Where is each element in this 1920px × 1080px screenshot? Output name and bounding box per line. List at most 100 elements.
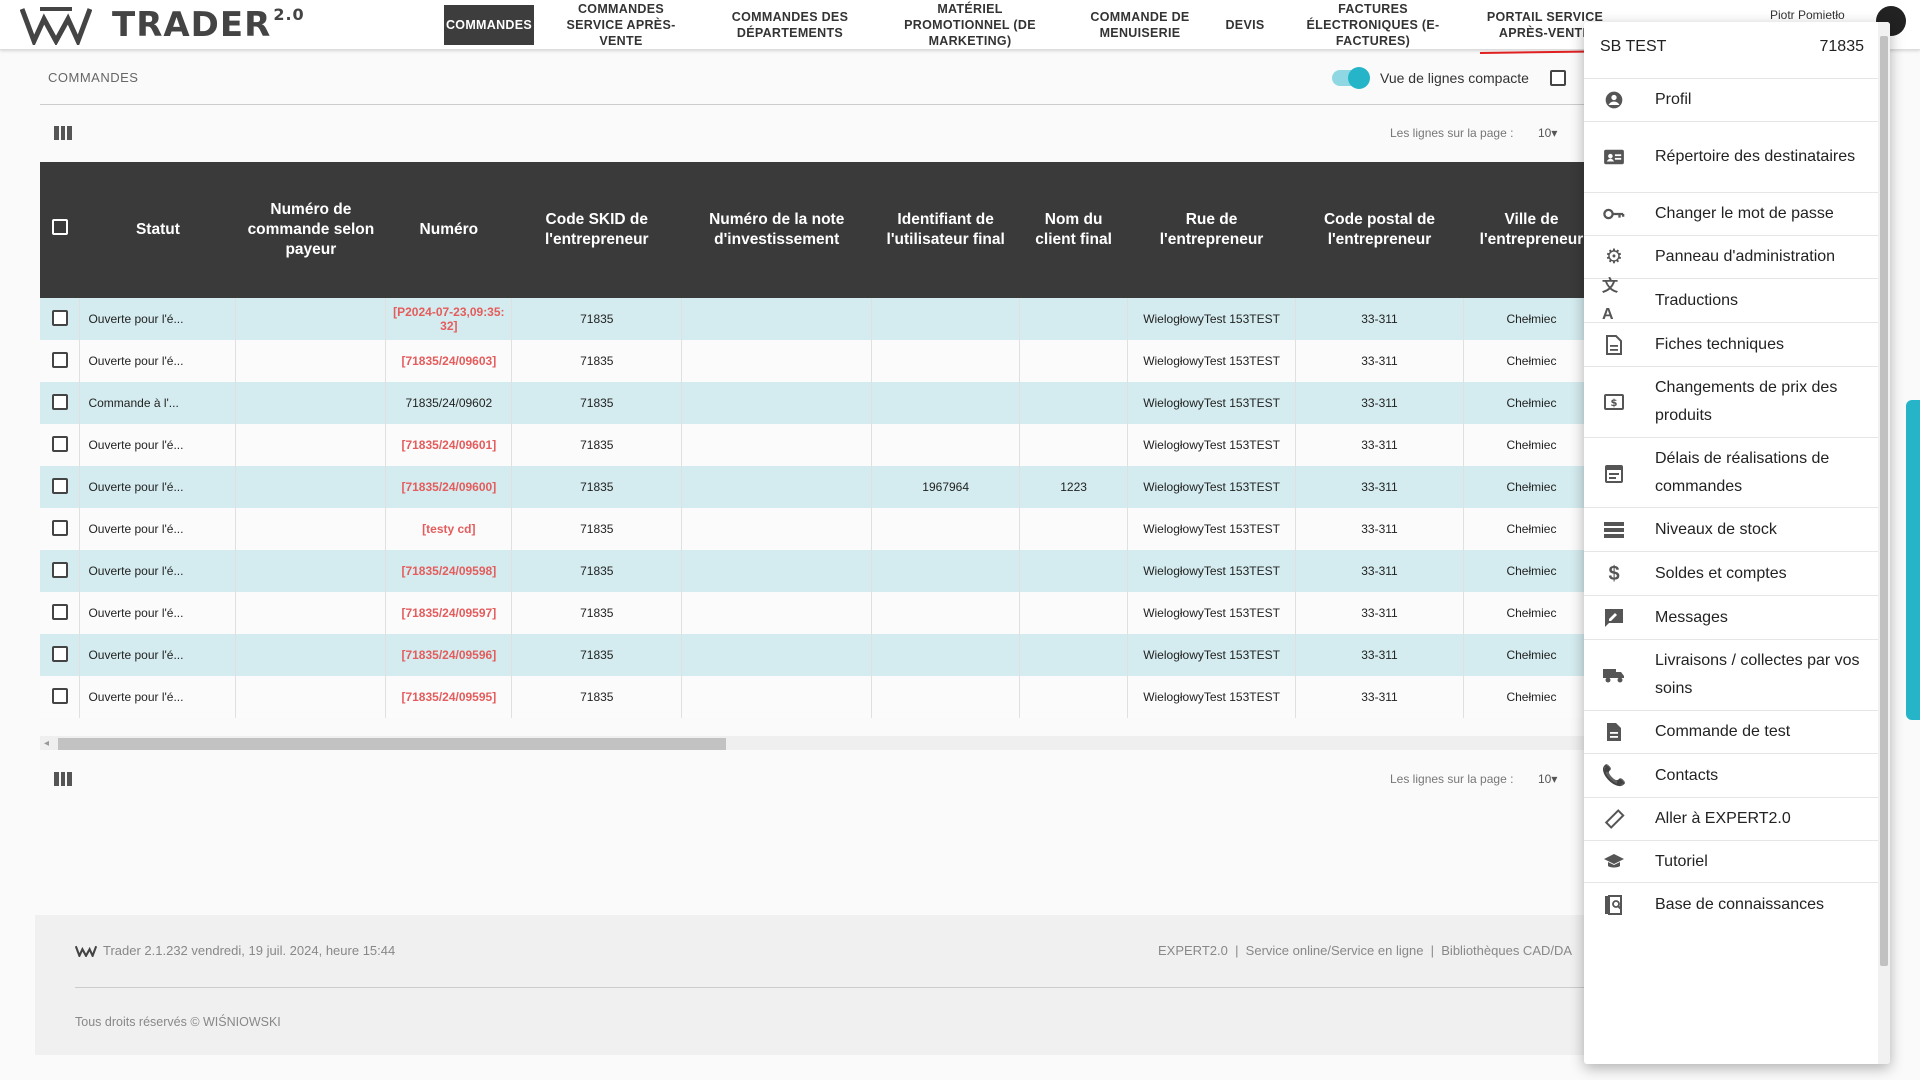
menu-item-7[interactable]: $ Changements de prix des produits (1584, 366, 1878, 437)
row-checkbox[interactable] (51, 435, 68, 452)
row-checkbox[interactable] (51, 687, 68, 704)
cell-numero[interactable]: [P2024-07-23,09:35:32] (385, 298, 513, 340)
logo[interactable]: TRADER 2.0 (20, 4, 305, 46)
menu-item-11[interactable]: Messages (1584, 595, 1878, 639)
option-checkbox[interactable] (1550, 70, 1566, 86)
cell-numero[interactable]: [71835/24/09600] (385, 466, 513, 508)
col-nom-client[interactable]: Nom du client final (1019, 162, 1128, 298)
footer-links[interactable]: EXPERT2.0 | Service online/Service en li… (1158, 943, 1573, 958)
horizontal-scrollbar[interactable]: ◂ (40, 736, 1600, 750)
graduation-cap-icon (1602, 850, 1626, 874)
menu-item-16[interactable]: Tutoriel (1584, 840, 1878, 882)
col-statut[interactable]: Statut (79, 162, 236, 298)
nav-commandes[interactable]: COMMANDES (444, 5, 534, 45)
cell-numero[interactable]: [71835/24/09601] (385, 424, 513, 466)
cell-numero[interactable]: [71835/24/09598] (385, 550, 513, 592)
menu-item-5[interactable]: 文A Traductions (1584, 278, 1878, 323)
menu-item-label: Aller à EXPERT2.0 (1655, 810, 1791, 827)
menu-item-14[interactable]: 📞 Contacts (1584, 753, 1878, 797)
nav-factures-electroniques[interactable]: FACTURES ÉLECTRONIQUES (E-FACTURES) (1306, 2, 1440, 48)
wisniowski-logo-icon (20, 7, 92, 45)
columns-icon[interactable] (54, 126, 73, 140)
col-note-investissement[interactable]: Numéro de la note d'investissement (681, 162, 872, 298)
menu-item-6[interactable]: Fiches techniques (1584, 322, 1878, 366)
menu-item-15[interactable]: Aller à EXPERT2.0 (1584, 797, 1878, 840)
scroll-left-icon[interactable]: ◂ (44, 738, 50, 749)
cell-code-skid: 71835 (511, 424, 683, 466)
table-header-row: Statut Numéro de commande selon payeur N… (40, 162, 1600, 298)
row-checkbox[interactable] (51, 603, 68, 620)
col-identifiant-utilisateur[interactable]: Identifiant de l'utilisateur final (871, 162, 1020, 298)
message-icon (1602, 606, 1626, 630)
row-checkbox-cell (40, 424, 81, 466)
col-ville[interactable]: Ville de l'entrepreneur (1463, 162, 1600, 298)
menu-item-2[interactable]: Répertoire des destinataires (1584, 121, 1878, 192)
menu-item-9[interactable]: Niveaux de stock (1584, 507, 1878, 551)
row-checkbox[interactable] (51, 561, 68, 578)
table-row[interactable]: Ouverte pour l'é... [71835/24/09597] 71835… (40, 592, 1601, 634)
nav-portail-sav[interactable]: PORTAIL SERVICE APRÈS-VENTE (1486, 10, 1604, 40)
nav-commandes-sav[interactable]: COMMANDES SERVICE APRÈS-VENTE (566, 2, 676, 48)
cell-rue: WielogłowyTest 153TEST (1127, 634, 1297, 676)
row-checkbox[interactable] (51, 519, 68, 536)
menu-item-label: Soldes et comptes (1655, 564, 1787, 582)
account-name: SB TEST (1600, 38, 1667, 55)
nav-commande-menuiserie[interactable]: COMMANDE DE MENUISERIE (1090, 10, 1190, 40)
col-rue[interactable]: Rue de l'entrepreneur (1127, 162, 1296, 298)
cell-numero-payeur (235, 508, 387, 550)
menu-item-13[interactable]: Commande de test (1584, 710, 1878, 753)
col-numero[interactable]: Numéro (385, 162, 512, 298)
columns-icon[interactable] (54, 772, 73, 786)
row-checkbox[interactable] (51, 309, 68, 326)
menu-item-1[interactable]: Profil (1584, 78, 1878, 121)
table-row[interactable]: Ouverte pour l'é... [P2024-07-23,09:35:32… (40, 298, 1601, 340)
menu-item-12[interactable]: Livraisons / collectes par vos soins (1584, 639, 1878, 710)
nav-commandes-departements[interactable]: COMMANDES DES DÉPARTEMENTS (731, 10, 849, 40)
table-row[interactable]: Ouverte pour l'é... [testy cd] 71835 Wielog… (40, 508, 1601, 550)
table-row[interactable]: Commande à l'... 71835/24/09602 71835 Wielo… (40, 382, 1601, 424)
rows-per-page-select[interactable]: 10▾ (1538, 772, 1558, 786)
row-checkbox[interactable] (51, 645, 68, 662)
col-numero-payeur[interactable]: Numéro de commande selon payeur (235, 162, 386, 298)
cell-rue: WielogłowyTest 153TEST (1127, 340, 1297, 382)
user-name[interactable]: Piotr Pomietło (1770, 8, 1845, 22)
cell-numero[interactable]: [testy cd] (385, 508, 513, 550)
cell-numero[interactable]: [71835/24/09595] (385, 676, 513, 718)
cell-numero[interactable]: [71835/24/09597] (385, 592, 513, 634)
side-feedback-tab[interactable] (1906, 400, 1920, 720)
nav-materiel-promotionnel[interactable]: MATÉRIEL PROMOTIONNEL (DE MARKETING) (904, 2, 1036, 48)
footer-divider (75, 987, 1620, 988)
rows-per-page-select[interactable]: 10▾ (1538, 126, 1558, 140)
scrollbar-thumb[interactable] (58, 738, 726, 750)
table-row[interactable]: Ouverte pour l'é... [71835/24/09598] 71835… (40, 550, 1601, 592)
table-row[interactable]: Ouverte pour l'é... [71835/24/09600] 71835… (40, 466, 1601, 508)
row-checkbox[interactable] (51, 393, 68, 410)
menu-item-3[interactable]: Changer le mot de passe (1584, 192, 1878, 235)
price-tag-icon: $ (1602, 390, 1626, 414)
dollar-icon: $ (1608, 562, 1620, 585)
menu-item-8[interactable]: Délais de réalisations de commandes (1584, 437, 1878, 507)
table-row[interactable]: Ouverte pour l'é... [71835/24/09595] 71835… (40, 676, 1601, 718)
cell-statut: Ouverte pour l'é... (79, 550, 237, 592)
svg-text:$: $ (1611, 398, 1618, 409)
dropdown-scrollbar[interactable] (1878, 22, 1890, 1064)
cell-code-skid: 71835 (511, 676, 683, 718)
compact-view-toggle[interactable] (1332, 67, 1370, 89)
row-checkbox[interactable] (51, 477, 68, 494)
cell-numero[interactable]: [71835/24/09603] (385, 340, 513, 382)
menu-item-4[interactable]: ⚙ Panneau d'administration (1584, 235, 1878, 278)
col-code-skid[interactable]: Code SKID de l'entrepreneur (511, 162, 682, 298)
col-code-postal[interactable]: Code postal de l'entrepreneur (1295, 162, 1464, 298)
nav-devis[interactable]: DEVIS (1225, 18, 1265, 32)
menu-item-17[interactable]: Base de connaissances (1584, 882, 1878, 926)
cell-note (681, 424, 873, 466)
cell-numero[interactable]: [71835/24/09596] (385, 634, 513, 676)
row-checkbox[interactable] (51, 351, 68, 368)
cell-ville: Chełmiec (1463, 676, 1601, 718)
table-row[interactable]: Ouverte pour l'é... [71835/24/09596] 71835… (40, 634, 1601, 676)
menu-item-10[interactable]: $ Soldes et comptes (1584, 551, 1878, 595)
menu-item-label: Commande de test (1655, 723, 1791, 740)
table-row[interactable]: Ouverte pour l'é... [71835/24/09601] 71835… (40, 424, 1601, 466)
select-all-checkbox[interactable] (51, 219, 68, 235)
table-row[interactable]: Ouverte pour l'é... [71835/24/09603] 71835… (40, 340, 1601, 382)
